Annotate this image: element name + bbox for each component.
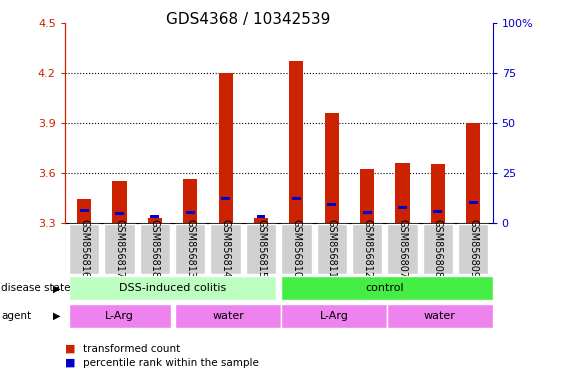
Bar	[104, 224, 135, 273]
Bar	[80, 209, 88, 212]
Bar	[150, 215, 159, 218]
Text: GSM856813: GSM856813	[185, 219, 195, 278]
Text: agent: agent	[1, 311, 32, 321]
Bar	[211, 224, 241, 273]
Bar	[176, 304, 281, 328]
Text: water: water	[424, 311, 456, 321]
Bar	[148, 218, 162, 223]
Bar	[352, 224, 382, 273]
Bar	[387, 304, 493, 328]
Bar	[77, 199, 91, 223]
Text: ■: ■	[65, 358, 75, 368]
Bar	[387, 224, 418, 273]
Text: percentile rank within the sample: percentile rank within the sample	[83, 358, 258, 368]
Bar	[221, 197, 230, 200]
Bar	[281, 304, 387, 328]
Bar	[257, 215, 265, 218]
Text: L-Arg: L-Arg	[105, 311, 134, 321]
Text: GSM856817: GSM856817	[114, 219, 124, 278]
Text: GSM856814: GSM856814	[221, 219, 231, 278]
Bar	[395, 163, 409, 223]
Text: GSM856811: GSM856811	[327, 219, 337, 278]
Bar	[363, 211, 372, 214]
Text: ■: ■	[65, 344, 75, 354]
Bar	[316, 224, 347, 273]
Bar	[466, 123, 480, 223]
Bar	[183, 179, 198, 223]
Bar	[113, 181, 127, 223]
Text: control: control	[365, 283, 404, 293]
Bar	[69, 276, 276, 300]
Bar	[434, 210, 442, 213]
Text: GSM856816: GSM856816	[79, 219, 89, 278]
Bar	[398, 206, 407, 209]
Text: water: water	[213, 311, 244, 321]
Bar	[281, 224, 311, 273]
Text: GSM856809: GSM856809	[468, 219, 478, 278]
Text: GSM856815: GSM856815	[256, 219, 266, 278]
Bar	[140, 224, 170, 273]
Bar	[458, 224, 488, 273]
Bar	[69, 304, 171, 328]
Bar	[469, 201, 477, 204]
Bar	[423, 224, 453, 273]
Text: L-Arg: L-Arg	[319, 311, 348, 321]
Bar	[360, 169, 374, 223]
Text: transformed count: transformed count	[83, 344, 180, 354]
Bar	[246, 224, 276, 273]
Bar	[186, 211, 195, 214]
Text: GDS4368 / 10342539: GDS4368 / 10342539	[166, 12, 330, 27]
Bar	[327, 203, 336, 206]
Text: GSM856810: GSM856810	[292, 219, 301, 278]
Bar	[289, 61, 303, 223]
Bar	[292, 197, 301, 200]
Text: DSS-induced colitis: DSS-induced colitis	[119, 283, 226, 293]
Text: disease state: disease state	[1, 283, 70, 293]
Bar	[254, 218, 268, 223]
Bar	[115, 212, 124, 215]
Bar	[218, 73, 233, 223]
Bar	[281, 276, 493, 300]
Text: ▶: ▶	[53, 311, 60, 321]
Text: GSM856812: GSM856812	[362, 219, 372, 278]
Bar	[325, 113, 339, 223]
Bar	[431, 164, 445, 223]
Bar	[69, 224, 100, 273]
Text: ▶: ▶	[53, 283, 60, 293]
Bar	[175, 224, 205, 273]
Text: GSM856807: GSM856807	[397, 219, 408, 278]
Text: GSM856818: GSM856818	[150, 219, 160, 278]
Text: GSM856808: GSM856808	[433, 219, 443, 278]
